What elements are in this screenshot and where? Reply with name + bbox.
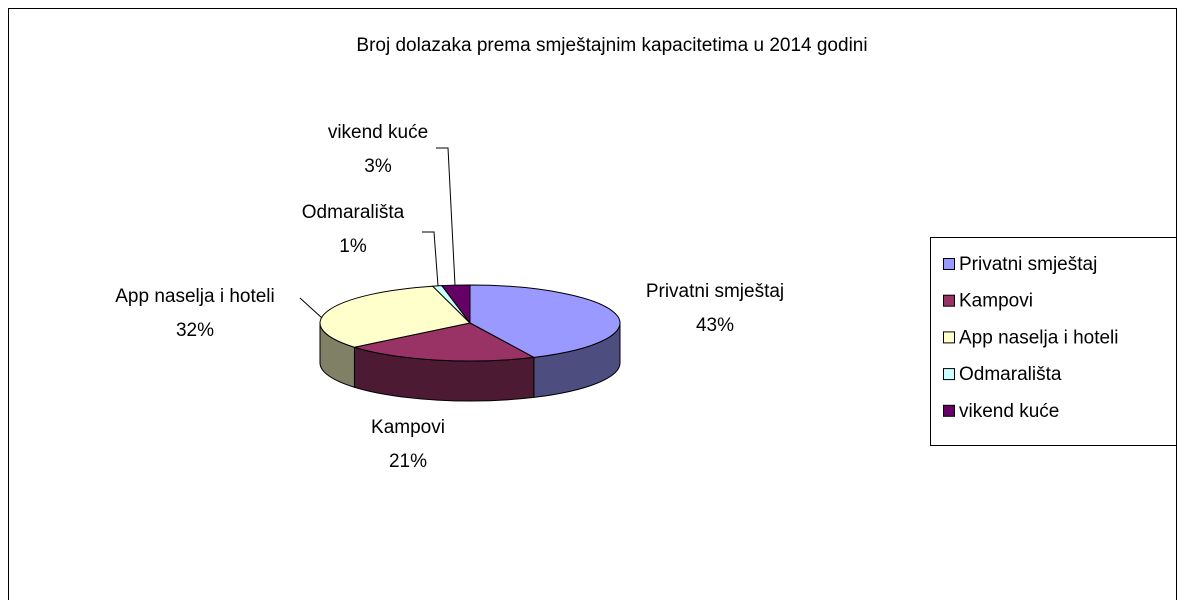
legend-label: Kampovi	[959, 291, 1033, 312]
legend-label: Privatni smještaj	[959, 254, 1097, 275]
legend-swatch	[943, 331, 955, 344]
pie-slice	[319, 285, 472, 348]
legend-label: Odmarališta	[959, 364, 1062, 385]
data-label-name: vikend kuće	[328, 122, 428, 143]
legend-swatch	[943, 258, 955, 270]
data-label-name: Odmarališta	[302, 202, 405, 223]
pie-slice	[469, 284, 621, 358]
data-label-name: App naselja i hoteli	[115, 286, 275, 307]
data-label-name: Kampovi	[371, 417, 445, 438]
legend-label: App naselja i hoteli	[959, 327, 1119, 348]
data-label: 3%	[364, 156, 392, 177]
legend-label: vikend kuće	[959, 401, 1059, 422]
leader-line	[299, 297, 323, 319]
leader-line	[436, 147, 456, 286]
legend-swatch	[943, 368, 955, 381]
chart-title: Broj dolazaka prema smještajnim kapacite…	[356, 35, 867, 56]
data-label: 43%	[696, 315, 734, 336]
legend-swatch	[943, 294, 955, 307]
pie-slice	[440, 284, 471, 325]
legend-swatch	[943, 404, 955, 417]
data-label: 32%	[176, 320, 214, 341]
data-label: 1%	[339, 236, 367, 257]
data-label-name: Privatni smještaj	[646, 281, 784, 302]
leader-line	[422, 231, 439, 287]
legend-box	[930, 237, 1177, 446]
pie-slice	[354, 322, 536, 362]
data-label: 21%	[389, 451, 427, 472]
